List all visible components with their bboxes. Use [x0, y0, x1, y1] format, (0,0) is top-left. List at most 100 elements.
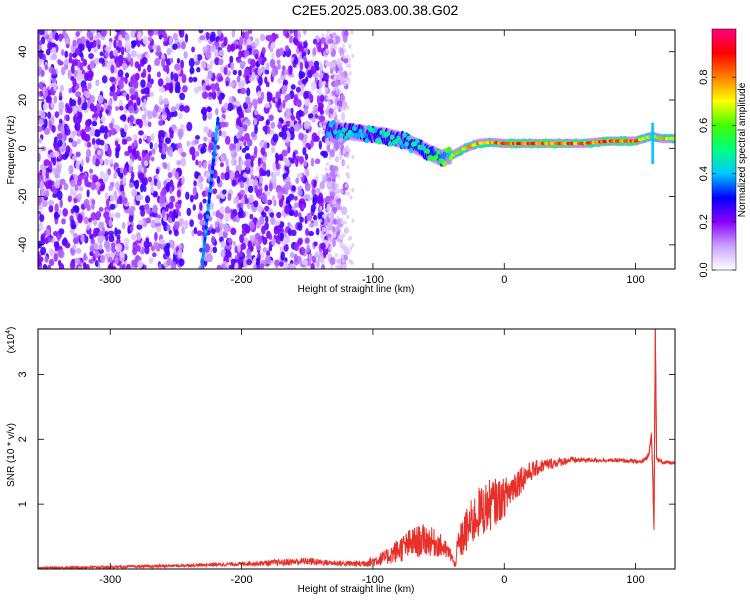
spectrogram-cell [396, 135, 401, 141]
spectrogram-cell [92, 174, 98, 184]
spectrogram-cell [304, 237, 310, 244]
spectrogram-cell [71, 130, 77, 136]
spectrogram-cell [198, 30, 204, 34]
spectrogram-cell [101, 226, 106, 236]
spectrogram-cell [203, 126, 210, 134]
spectrogram-cell [129, 158, 133, 168]
colorbar-axis: 0.0 0.2 0.4 0.6 0.8 [698, 70, 736, 278]
spectrogram-cell [84, 177, 89, 187]
spectrogram-cell [297, 237, 303, 245]
spectrogram-cell [78, 186, 84, 192]
spectrogram-cell [436, 149, 441, 155]
spectrogram-cell [398, 139, 403, 146]
spectrogram-cell [346, 63, 350, 68]
spectrogram-cell [304, 61, 309, 69]
spectrogram-cell [119, 184, 124, 192]
spectrogram-cell [313, 60, 320, 68]
spectrogram-cell [109, 203, 116, 210]
spectrogram-cell [84, 126, 91, 133]
spectrogram-cell [319, 115, 326, 122]
spectrogram-cell [234, 254, 239, 260]
spectrogram-cell [64, 50, 69, 58]
spectrogram-cell [305, 142, 311, 149]
spectrogram-cell [104, 46, 111, 52]
spectrogram-cell [103, 133, 108, 140]
spectrogram-cell [246, 258, 253, 266]
spectrogram-cell [81, 104, 85, 111]
spectrogram-cell [168, 35, 173, 46]
spectrogram-cell [108, 234, 115, 243]
spectrogram-cell [70, 179, 77, 188]
spectrogram-cell [301, 259, 308, 266]
spectrogram-cell [341, 254, 345, 259]
spectrogram-cell [287, 144, 291, 154]
spectrogram-cell [90, 237, 95, 245]
spectrogram-cell [225, 80, 230, 87]
spectrogram-cell [312, 105, 318, 111]
spectrogram-cell [68, 87, 72, 94]
spectrogram-cell [58, 228, 65, 235]
spectrogram-cell [93, 111, 100, 118]
spectrogram-cell [205, 85, 212, 91]
spectrogram-cell [137, 260, 144, 269]
spectrogram-cell [95, 39, 101, 46]
spectrogram-cell [402, 132, 407, 138]
y-tick-label: 3 [17, 371, 29, 377]
spectrogram-cell [232, 216, 237, 222]
spectrogram-cell [130, 171, 135, 180]
spectrogram-cell [62, 208, 69, 217]
spectrogram-cell [345, 226, 349, 232]
spectrogram-cell [92, 228, 98, 238]
colorbar-tick-label: 0.4 [698, 166, 710, 181]
spectrogram-cell [38, 69, 41, 77]
spectrogram-cell [44, 118, 48, 128]
spectrogram-cell [107, 168, 111, 176]
spectrogram-cell [88, 258, 95, 264]
spectrogram-cell [336, 215, 340, 220]
spectrogram-cell [90, 181, 97, 191]
spectrogram-cell [329, 191, 336, 197]
spectrogram-cell [70, 99, 77, 107]
spectrogram-plot [38, 30, 675, 269]
spectrogram-cell [104, 192, 109, 200]
spectrogram-cell [156, 180, 162, 190]
spectrogram-cell [317, 46, 323, 53]
spectrogram-cell [50, 102, 55, 109]
spectrogram-cell [147, 176, 153, 183]
spectrogram-cell [214, 82, 220, 92]
spectrogram-cell [67, 69, 72, 80]
spectrogram-cell [343, 208, 347, 213]
spectrogram-cell [117, 69, 124, 78]
spectrogram-cell [154, 217, 161, 224]
spectrogram-cell [165, 204, 169, 212]
spectrogram-cell [246, 38, 252, 46]
spectrogram-cell [115, 58, 122, 68]
spectrogram-cell [74, 183, 79, 192]
spectrogram-cell [123, 123, 128, 133]
spectrogram-cell [154, 57, 161, 67]
spectrogram-cell [147, 30, 154, 37]
spectrogram-cell [326, 141, 330, 146]
spectrogram-cell [226, 44, 232, 53]
spectrogram-cell [66, 125, 70, 131]
spectrogram-cell [124, 33, 130, 43]
spectrogram-cell [331, 32, 337, 39]
spectrogram-cell [254, 124, 258, 134]
spectrogram-cell [67, 195, 72, 203]
spectrogram-cell [275, 170, 281, 177]
spectrogram-cell [186, 207, 192, 217]
spectrogram-cell [318, 140, 323, 150]
spectrogram-cell [337, 58, 341, 65]
spectrogram-cell [671, 137, 675, 141]
spectrogram-cell [288, 67, 293, 76]
spectrogram-cell [340, 189, 344, 195]
spectrogram-cell [201, 91, 209, 100]
spectrogram-cell [50, 116, 55, 125]
spectrogram-cell [264, 221, 269, 231]
spectrogram-cell [53, 151, 60, 158]
spectrogram-cell [326, 61, 330, 67]
spectrogram-cell [114, 181, 120, 191]
spectrogram-cell [270, 177, 277, 184]
spectrogram-cell [308, 222, 315, 228]
spectrogram-cell [91, 137, 96, 146]
